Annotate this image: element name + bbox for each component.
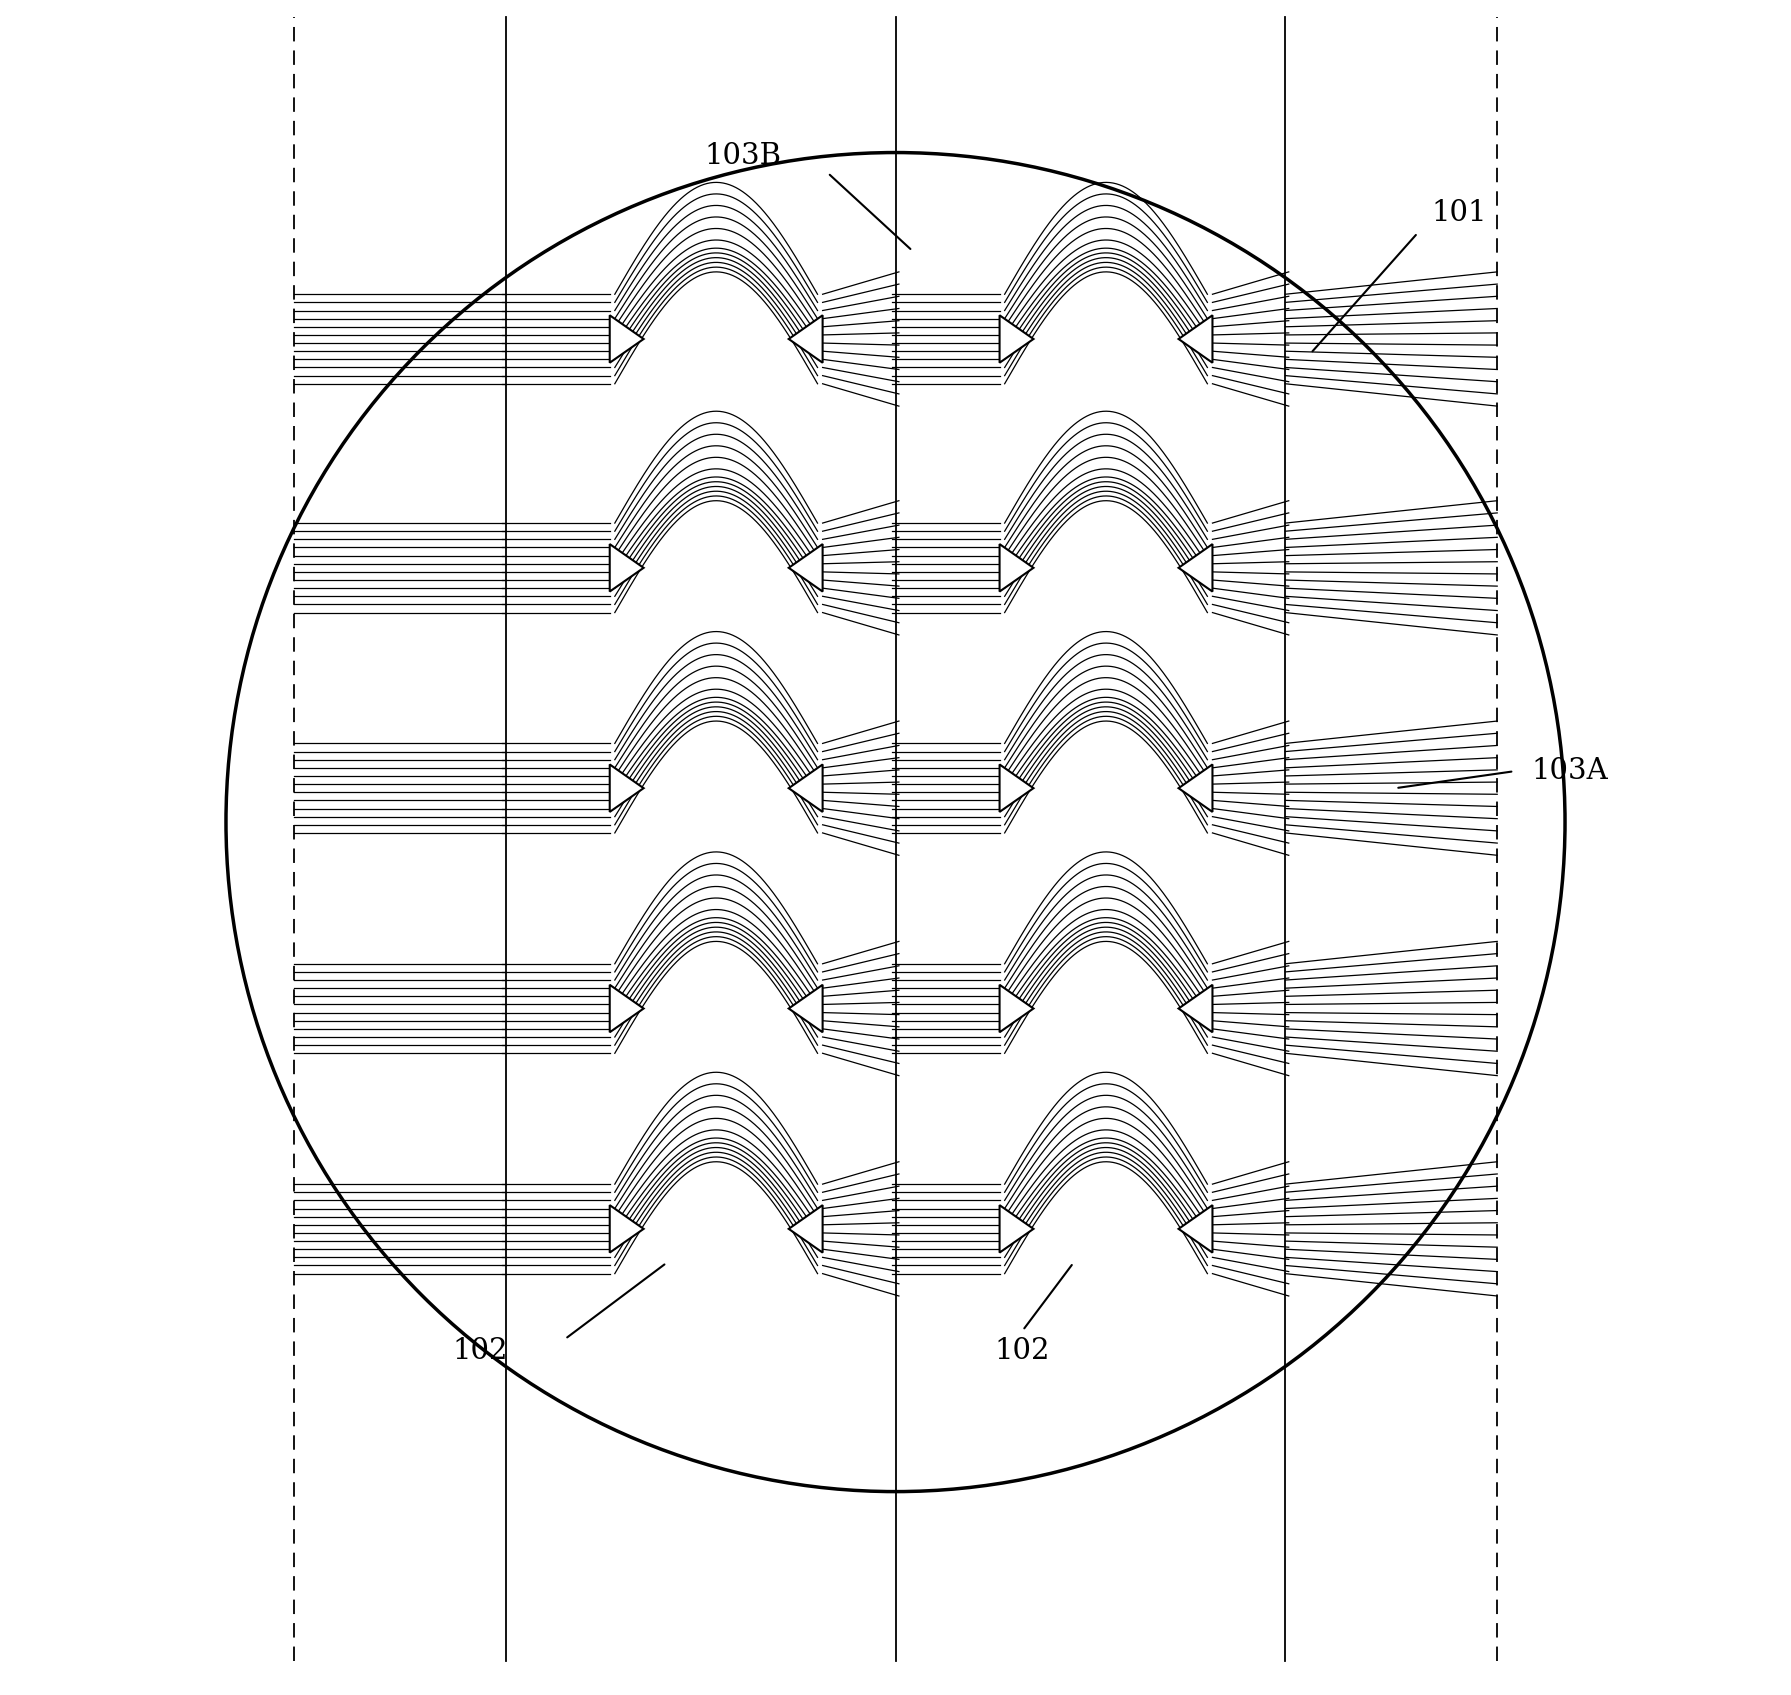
Polygon shape	[1178, 544, 1213, 592]
Polygon shape	[788, 544, 822, 592]
Polygon shape	[788, 315, 822, 363]
Polygon shape	[609, 764, 643, 812]
Polygon shape	[999, 764, 1033, 812]
Text: 101: 101	[1431, 198, 1487, 227]
Polygon shape	[999, 544, 1033, 592]
Polygon shape	[788, 764, 822, 812]
Text: 103A: 103A	[1531, 758, 1608, 785]
Polygon shape	[999, 1205, 1033, 1253]
Polygon shape	[1178, 315, 1213, 363]
Polygon shape	[609, 985, 643, 1032]
Text: 102: 102	[994, 1337, 1050, 1364]
Text: 102: 102	[453, 1337, 509, 1364]
Polygon shape	[1178, 985, 1213, 1032]
Polygon shape	[999, 985, 1033, 1032]
Text: 103B: 103B	[704, 142, 781, 170]
Polygon shape	[1178, 764, 1213, 812]
Polygon shape	[788, 985, 822, 1032]
Polygon shape	[609, 544, 643, 592]
Polygon shape	[788, 1205, 822, 1253]
Polygon shape	[609, 315, 643, 363]
Polygon shape	[999, 315, 1033, 363]
Polygon shape	[609, 1205, 643, 1253]
Polygon shape	[1178, 1205, 1213, 1253]
